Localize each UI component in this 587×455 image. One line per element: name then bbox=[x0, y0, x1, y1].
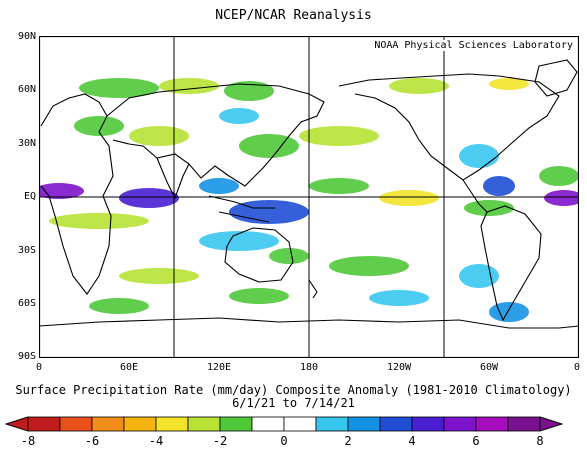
anomaly-blob bbox=[239, 134, 299, 158]
anomaly-blob bbox=[489, 78, 529, 90]
anomaly-blob bbox=[369, 290, 429, 306]
colorbar-cell bbox=[187, 416, 221, 432]
anomaly-blob bbox=[199, 231, 279, 251]
lon-label-0: 0 bbox=[35, 362, 43, 373]
grid-lines bbox=[39, 36, 579, 358]
colorbar-cell bbox=[219, 416, 253, 432]
colorbar: -8 -6 -4 -2 0 2 4 6 8 bbox=[4, 416, 564, 448]
anomaly-blob bbox=[79, 78, 159, 98]
anomaly-blob bbox=[39, 183, 84, 199]
lon-label-60e: 60E bbox=[119, 362, 139, 373]
colorbar-cell bbox=[123, 416, 157, 432]
anomaly-blob bbox=[389, 78, 449, 94]
precipitation-anomaly-map bbox=[39, 36, 579, 358]
colorbar-tick-label: 2 bbox=[344, 434, 351, 448]
anomaly-blob bbox=[129, 126, 189, 146]
anomaly-blob bbox=[224, 81, 274, 101]
colorbar-cell bbox=[315, 416, 349, 432]
lat-label-30s: 30S bbox=[17, 245, 36, 256]
colorbar-arrow-left bbox=[4, 416, 29, 432]
anomaly-blob bbox=[299, 126, 379, 146]
colorbar-cell bbox=[155, 416, 189, 432]
anomaly-blob bbox=[49, 213, 149, 229]
colorbar-cell bbox=[27, 416, 61, 432]
anomaly-blob bbox=[459, 264, 499, 288]
anomaly-blob bbox=[379, 190, 439, 206]
colorbar-cell bbox=[251, 416, 285, 432]
colorbar-tick-label: -2 bbox=[213, 434, 227, 448]
lat-label-60n: 60N bbox=[17, 84, 36, 95]
anomaly-blob bbox=[329, 256, 409, 276]
colorbar-cell bbox=[379, 416, 413, 432]
colorbar-cell bbox=[347, 416, 381, 432]
anomaly-blob bbox=[459, 144, 499, 168]
anomaly-blob bbox=[489, 302, 529, 322]
lon-label-60w: 60W bbox=[479, 362, 499, 373]
lat-label-60s: 60S bbox=[17, 298, 36, 309]
colorbar-arrow-right bbox=[539, 416, 564, 432]
lat-label-90s: 90S bbox=[17, 351, 36, 362]
coastlines bbox=[39, 59, 579, 329]
anomaly-blob bbox=[464, 200, 514, 216]
colorbar-cell bbox=[507, 416, 541, 432]
colorbar-cell bbox=[59, 416, 93, 432]
map-caption: Surface Precipitation Rate (mm/day) Comp… bbox=[0, 384, 587, 410]
colorbar-tick-label: 8 bbox=[536, 434, 543, 448]
colorbar-cell bbox=[283, 416, 317, 432]
map-frame bbox=[39, 36, 579, 358]
anomaly-blob bbox=[89, 298, 149, 314]
colorbar-tick-labels: -8 -6 -4 -2 0 2 4 6 8 bbox=[21, 434, 544, 448]
colorbar-cell bbox=[443, 416, 477, 432]
anomaly-blob bbox=[539, 166, 579, 186]
anomaly-blob bbox=[74, 116, 124, 136]
lab-label: NOAA Physical Sciences Laboratory bbox=[372, 40, 575, 51]
caption-line-2: 6/1/21 to 7/14/21 bbox=[232, 396, 355, 410]
anomaly-blob bbox=[119, 268, 199, 284]
lon-label-120e: 120E bbox=[206, 362, 232, 373]
colorbar-cell bbox=[475, 416, 509, 432]
lon-label-0-east: 0 bbox=[573, 362, 581, 373]
colorbar-tick-label: 6 bbox=[472, 434, 479, 448]
colorbar-tick-label: -4 bbox=[149, 434, 163, 448]
anomaly-blob bbox=[309, 178, 369, 194]
colorbar-cell bbox=[411, 416, 445, 432]
colorbar-cells bbox=[4, 416, 564, 432]
anomaly-blob bbox=[119, 188, 179, 208]
colorbar-cell bbox=[91, 416, 125, 432]
lat-label-eq: EQ bbox=[23, 191, 36, 202]
caption-line-1: Surface Precipitation Rate (mm/day) Comp… bbox=[15, 383, 572, 397]
anomaly-blob bbox=[483, 176, 515, 196]
colorbar-tick-label: -8 bbox=[21, 434, 35, 448]
lat-label-90n: 90N bbox=[17, 31, 36, 42]
lon-label-120w: 120W bbox=[386, 362, 412, 373]
lat-label-30n: 30N bbox=[17, 138, 36, 149]
anomaly-blob bbox=[269, 248, 309, 264]
colorbar-tick-label: -6 bbox=[85, 434, 99, 448]
colorbar-tick-label: 4 bbox=[408, 434, 415, 448]
colorbar-tick-label: 0 bbox=[280, 434, 287, 448]
lon-label-180: 180 bbox=[299, 362, 319, 373]
anomaly-blob bbox=[544, 190, 579, 206]
anomaly-blob bbox=[229, 288, 289, 304]
anomaly-blob bbox=[219, 108, 259, 124]
anomaly-blob bbox=[199, 178, 239, 194]
page-title: NCEP/NCAR Reanalysis bbox=[215, 8, 372, 23]
